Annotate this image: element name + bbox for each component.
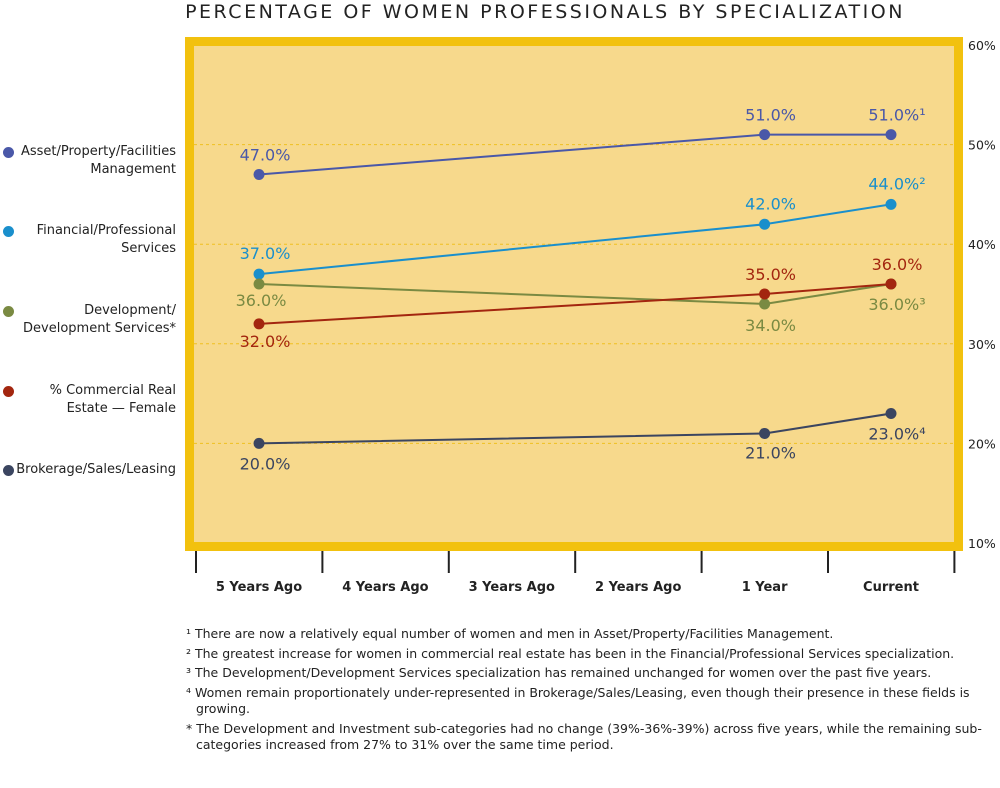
legend-label: Financial/Professional [36,223,176,238]
data-label: 44.0%² [868,174,925,193]
x-tick-label: 4 Years Ago [342,580,428,595]
line-chart: 60% 50% 40% 30% 20% 10% 5 Years Ago 4 Years Ago… [185,37,996,595]
data-point [885,198,897,210]
data-point [253,168,265,180]
legend-item: Asset/Property/Facilities Management [0,143,176,179]
chart-title: PERCENTAGE OF WOMEN PROFESSIONALS BY SPE… [185,1,905,23]
legend-label: Management [90,162,176,177]
footnote-3: ³ The Development/Development Services s… [186,665,932,680]
data-label: 35.0% [745,265,796,284]
data-label: 32.0% [240,332,291,351]
legend-marker-icon [3,386,14,397]
data-label: 20.0% [240,454,291,473]
data-label: 36.0% [236,291,287,310]
legend-item: Brokerage/Sales/Leasing [0,461,176,479]
data-point [759,218,771,230]
footnote-1: ¹ There are now a relatively equal numbe… [186,626,834,641]
data-point [253,437,265,449]
x-tick-label: 3 Years Ago [469,580,555,595]
y-tick-label: 60% [968,38,996,53]
legend-label: Development/ [84,303,176,318]
data-label: 36.0%³ [868,295,925,314]
data-label: 34.0% [745,316,796,335]
legend-label: Services [121,241,176,256]
legend-label: % Commercial Real [49,383,176,398]
y-tick-label: 30% [968,337,996,352]
data-point [253,268,265,280]
legend-item: Development/Development Services* [0,302,176,338]
legend-label: Brokerage/Sales/Leasing [16,462,176,477]
footnote-4: ⁴ Women remain proportionately under-rep… [186,684,970,717]
data-point [759,298,771,310]
data-label: 42.0% [745,194,796,213]
data-label: 51.0%¹ [868,106,925,125]
data-point [759,427,771,439]
footnotes: ¹ There are now a relatively equal numbe… [186,626,986,757]
y-tick-label: 50% [968,138,996,153]
legend-label: Development Services* [23,321,176,336]
footnote-2: ² The greatest increase for women in com… [186,645,955,661]
plot-area [194,46,954,542]
data-point [253,318,265,330]
data-label: 47.0% [240,145,291,164]
data-label: 21.0% [745,443,796,462]
legend-marker-icon [3,306,14,317]
y-tick-label: 40% [968,237,996,252]
data-point [759,288,771,300]
legend-marker-icon [3,465,14,476]
data-label: 51.0% [745,106,796,125]
x-tick-label: 2 Years Ago [595,580,681,595]
x-tick-label: Current [863,580,919,595]
legend-item: Financial/Professional Services [0,222,176,258]
x-tick-label: 5 Years Ago [216,580,302,595]
y-tick-label: 10% [968,536,996,551]
x-tick-label: 1 Year [742,580,788,595]
data-point [885,278,897,290]
legend-label: Asset/Property/Facilities [20,144,176,159]
data-point [759,129,771,141]
legend-marker-icon [3,226,14,237]
y-tick-label: 20% [968,436,996,451]
data-point [253,278,265,290]
data-label: 36.0% [872,255,923,274]
data-label: 23.0%⁴ [868,425,925,444]
data-point [885,129,897,141]
data-label: 37.0% [240,244,291,263]
footnote-asterisk: * The Development and Investment sub-cat… [186,720,982,753]
data-point [885,408,897,420]
legend-label: Estate — Female [66,401,176,416]
legend-item: % Commercial Real Estate — Female [0,382,176,418]
legend-marker-icon [3,147,14,158]
